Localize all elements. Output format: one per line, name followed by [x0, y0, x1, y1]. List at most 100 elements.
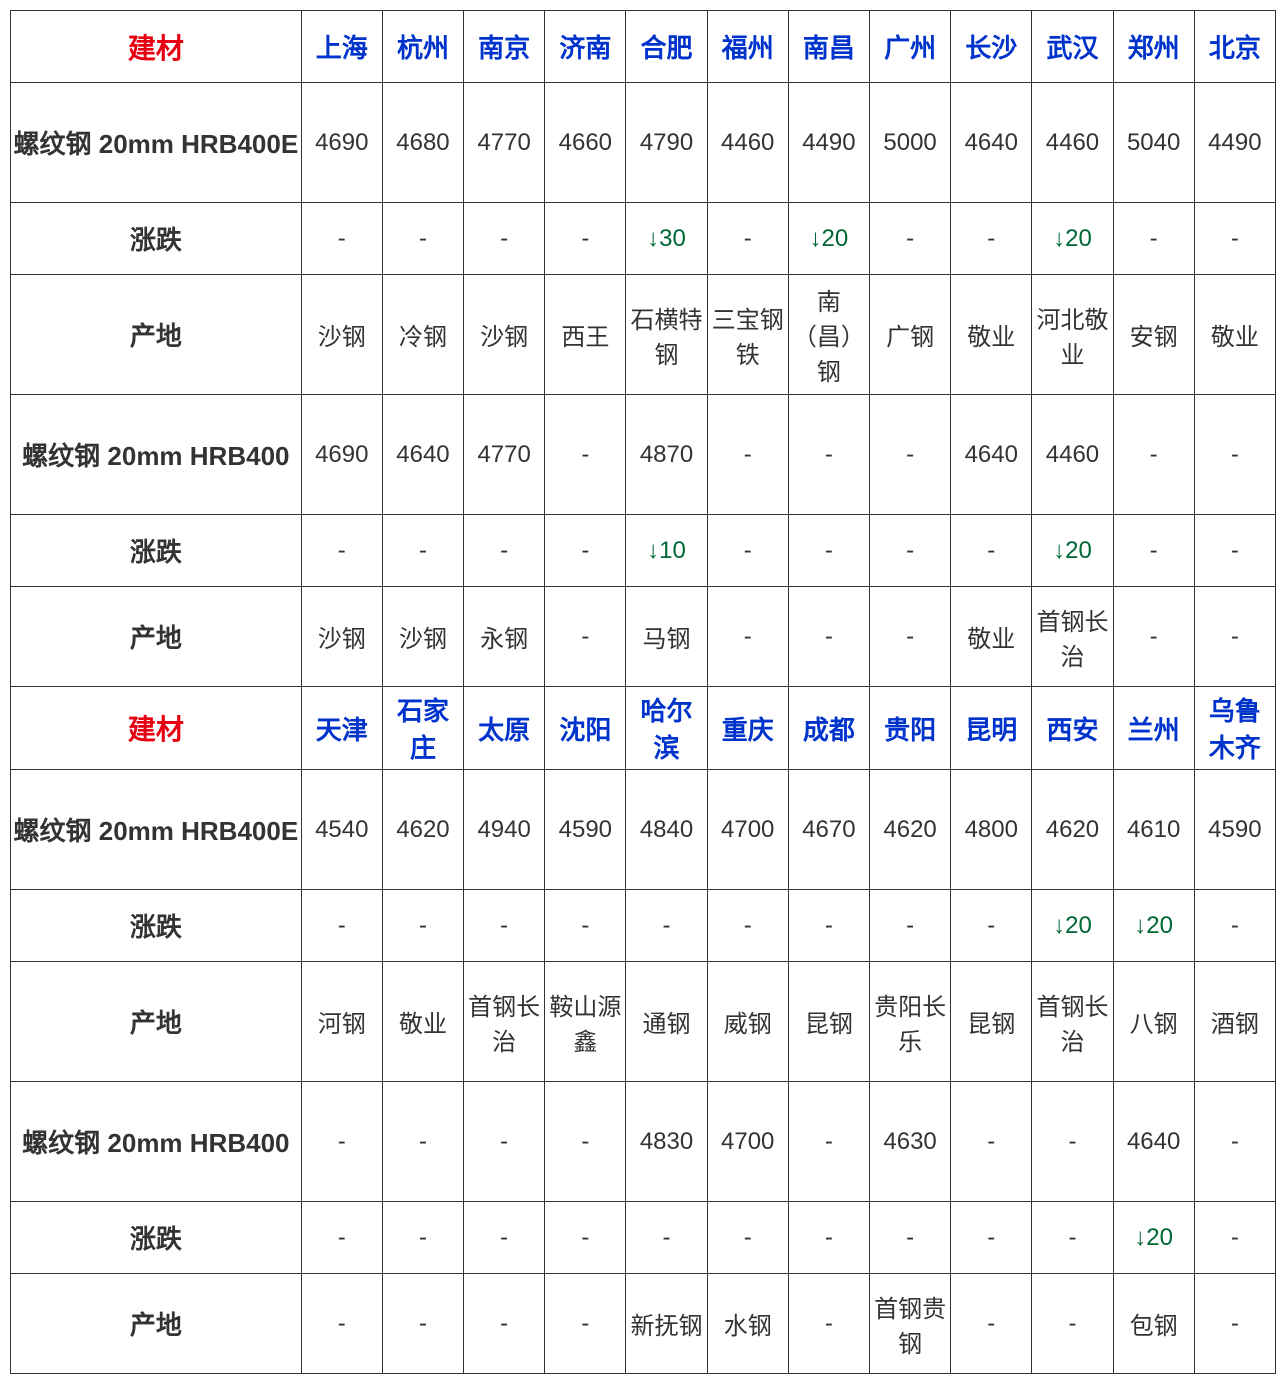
cell: - [382, 1082, 463, 1202]
cell: - [545, 1082, 626, 1202]
cell: - [1194, 1274, 1275, 1374]
cell: - [382, 1274, 463, 1374]
cell: 安钢 [1113, 275, 1194, 395]
cell: - [707, 1202, 788, 1274]
cell: 首钢贵钢 [870, 1274, 951, 1374]
city-header: 成都 [788, 687, 869, 770]
city-header: 郑州 [1113, 11, 1194, 83]
cell: 石横特钢 [626, 275, 707, 395]
city-header: 西安 [1032, 687, 1113, 770]
cell: - [788, 1202, 869, 1274]
cell: 沙钢 [301, 275, 382, 395]
cell: 沙钢 [464, 275, 545, 395]
cell: - [464, 890, 545, 962]
table-row: 产地 沙钢 沙钢 永钢 - 马钢 - - - 敬业 首钢长治 - - [11, 587, 1276, 687]
cell: - [545, 203, 626, 275]
cell: 冷钢 [382, 275, 463, 395]
row-label: 螺纹钢 20mm HRB400E [11, 770, 302, 890]
table-row: 涨跌 - - - - ↓10 - - - - ↓20 - - [11, 515, 1276, 587]
cell: - [951, 1274, 1032, 1374]
table-row: 涨跌 - - - - ↓30 - ↓20 - - ↓20 - - [11, 203, 1276, 275]
cell: 威钢 [707, 962, 788, 1082]
cell: - [788, 587, 869, 687]
cell: - [464, 1202, 545, 1274]
cell-change-down: ↓20 [1113, 1202, 1194, 1274]
row-label: 产地 [11, 1274, 302, 1374]
row-label: 涨跌 [11, 890, 302, 962]
cell: 通钢 [626, 962, 707, 1082]
city-header: 石家庄 [382, 687, 463, 770]
cell: - [951, 1202, 1032, 1274]
cell: 4610 [1113, 770, 1194, 890]
cell: 5040 [1113, 83, 1194, 203]
cell: - [788, 1082, 869, 1202]
city-header: 贵阳 [870, 687, 951, 770]
cell: 4540 [301, 770, 382, 890]
row-label: 螺纹钢 20mm HRB400 [11, 1082, 302, 1202]
cell: 4770 [464, 83, 545, 203]
cell: - [951, 203, 1032, 275]
city-header: 兰州 [1113, 687, 1194, 770]
cell: - [301, 1082, 382, 1202]
city-header: 天津 [301, 687, 382, 770]
cell: - [788, 890, 869, 962]
cell: - [545, 1274, 626, 1374]
cell: 沙钢 [382, 587, 463, 687]
city-header: 昆明 [951, 687, 1032, 770]
city-header: 广州 [870, 11, 951, 83]
row-label: 涨跌 [11, 515, 302, 587]
section2-header-row: 建材 天津 石家庄 太原 沈阳 哈尔滨 重庆 成都 贵阳 昆明 西安 兰州 乌鲁… [11, 687, 1276, 770]
cell: 永钢 [464, 587, 545, 687]
city-header: 武汉 [1032, 11, 1113, 83]
cell: 首钢长治 [464, 962, 545, 1082]
cell: 4640 [1113, 1082, 1194, 1202]
cell: - [1194, 203, 1275, 275]
cell: 酒钢 [1194, 962, 1275, 1082]
cell: - [301, 1274, 382, 1374]
cell: - [382, 515, 463, 587]
table-row: 螺纹钢 20mm HRB400 - - - - 4830 4700 - 4630… [11, 1082, 1276, 1202]
cell: 新抚钢 [626, 1274, 707, 1374]
cell: - [545, 587, 626, 687]
city-header: 合肥 [626, 11, 707, 83]
cell: 南（昌）钢 [788, 275, 869, 395]
table-row: 螺纹钢 20mm HRB400 4690 4640 4770 - 4870 - … [11, 395, 1276, 515]
cell: - [382, 1202, 463, 1274]
cell: 敬业 [951, 587, 1032, 687]
cell: 4790 [626, 83, 707, 203]
cell: - [1194, 587, 1275, 687]
cell: - [870, 203, 951, 275]
cell: - [1194, 395, 1275, 515]
cell: - [1113, 203, 1194, 275]
cell: 昆钢 [951, 962, 1032, 1082]
city-header: 沈阳 [545, 687, 626, 770]
city-header: 太原 [464, 687, 545, 770]
cell: - [788, 395, 869, 515]
steel-price-table: 建材 上海 杭州 南京 济南 合肥 福州 南昌 广州 长沙 武汉 郑州 北京 螺… [10, 10, 1276, 1374]
cell: 4640 [382, 395, 463, 515]
cell-change-down: ↓20 [1032, 515, 1113, 587]
cell: - [545, 890, 626, 962]
city-header: 上海 [301, 11, 382, 83]
cell: - [464, 203, 545, 275]
cell: 4830 [626, 1082, 707, 1202]
cell: 4940 [464, 770, 545, 890]
cell: - [1032, 1274, 1113, 1374]
city-header: 福州 [707, 11, 788, 83]
cell: - [545, 395, 626, 515]
cell: - [1113, 515, 1194, 587]
cell: 4640 [951, 395, 1032, 515]
cell: - [707, 395, 788, 515]
cell: 首钢长治 [1032, 587, 1113, 687]
cell: - [1113, 395, 1194, 515]
cell: 5000 [870, 83, 951, 203]
cell: - [870, 587, 951, 687]
cell: 4620 [382, 770, 463, 890]
cell: - [301, 890, 382, 962]
cell: 水钢 [707, 1274, 788, 1374]
row-label: 螺纹钢 20mm HRB400E [11, 83, 302, 203]
cell: - [626, 1202, 707, 1274]
row-label: 产地 [11, 275, 302, 395]
cell-change-down: ↓20 [788, 203, 869, 275]
table-row: 产地 沙钢 冷钢 沙钢 西王 石横特钢 三宝钢铁 南（昌）钢 广钢 敬业 河北敬… [11, 275, 1276, 395]
